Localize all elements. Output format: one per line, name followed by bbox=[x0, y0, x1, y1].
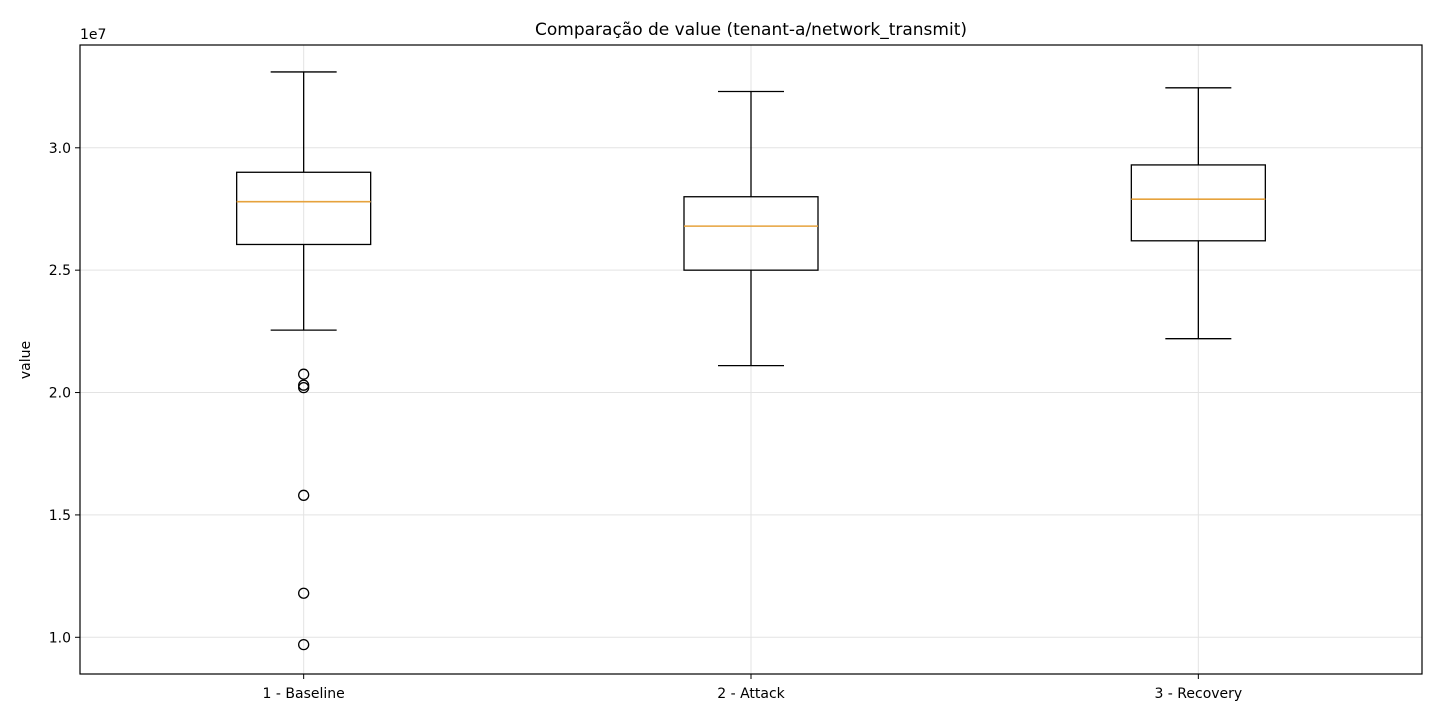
outlier-point bbox=[298, 489, 310, 501]
plot-area bbox=[236, 71, 1266, 651]
y-tick-label: 2.5 bbox=[49, 263, 71, 279]
y-tick-label: 1.0 bbox=[49, 630, 71, 646]
x-tick-label: 3 - Recovery bbox=[1154, 686, 1242, 702]
outlier-point bbox=[298, 587, 310, 599]
box-group bbox=[1130, 87, 1266, 340]
x-tick-label: 1 - Baseline bbox=[263, 686, 345, 702]
iqr-box bbox=[683, 196, 819, 271]
y-axis-label: value bbox=[18, 341, 34, 379]
y-tick-label: 1.5 bbox=[49, 508, 71, 524]
y-tick-label: 3.0 bbox=[49, 141, 71, 157]
outlier-point bbox=[298, 368, 310, 380]
outlier-point bbox=[298, 381, 310, 394]
x-tick-label: 2 - Attack bbox=[717, 686, 785, 702]
box-group bbox=[236, 71, 372, 651]
y-tick-label: 2.0 bbox=[49, 386, 71, 402]
chart-title: Comparação de value (tenant-a/network_tr… bbox=[535, 20, 967, 40]
y-offset-label: 1e7 bbox=[80, 27, 106, 43]
box-group bbox=[683, 90, 819, 367]
outlier-point bbox=[298, 638, 310, 651]
axes: 1.0 1.5 2.0 2.5 3.0 1 - Baseline 2 - Attack 3 -… bbox=[49, 141, 1242, 702]
iqr-box bbox=[236, 171, 372, 246]
iqr-box bbox=[1130, 164, 1266, 242]
